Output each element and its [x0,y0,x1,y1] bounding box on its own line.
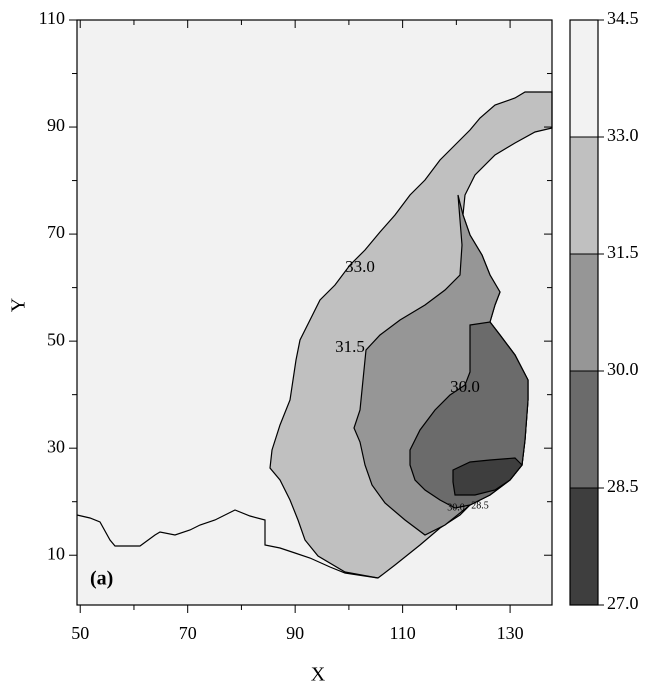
coastline [76,509,379,579]
contour-label: 30.0 [447,502,465,513]
contour-region [452,457,523,496]
x-tick-label: 110 [389,623,415,643]
y-tick-label: 90 [47,115,65,135]
contour-label: 33.0 [345,257,375,276]
x-tick-label: 90 [286,623,304,643]
x-axis-label: X [311,664,326,686]
panel-label: (a) [90,568,113,590]
colorbar-tick-label: 31.5 [607,242,639,262]
colorbar-band [569,19,599,138]
y-tick-label: 50 [47,329,65,349]
colorbar-tick-label: 30.0 [607,359,639,379]
x-tick-label: 70 [179,623,197,643]
x-tick-label: 130 [497,623,524,643]
colorbar-frame [569,19,599,606]
colorbar-tick-label: 33.0 [607,125,639,145]
colorbar-tick-label: 27.0 [607,593,639,613]
colorbar-tick-label: 34.5 [607,8,639,28]
plot-frame [76,19,553,606]
contour-label: 28.5 [471,500,489,511]
colorbar-tick-label: 28.5 [607,476,639,496]
contour-label: 31.5 [335,337,365,356]
y-tick-label: 110 [39,8,65,28]
y-tick-label: 30 [47,436,65,456]
contour-label: 30.0 [450,377,480,396]
y-tick-label: 10 [47,543,65,563]
colorbar-band [569,253,599,372]
y-axis-label: Y [8,298,30,312]
x-tick-label: 50 [71,623,89,643]
y-tick-label: 70 [47,222,65,242]
colorbar-band [569,487,599,606]
colorbar-band [569,370,599,489]
colorbar-band [569,136,599,255]
